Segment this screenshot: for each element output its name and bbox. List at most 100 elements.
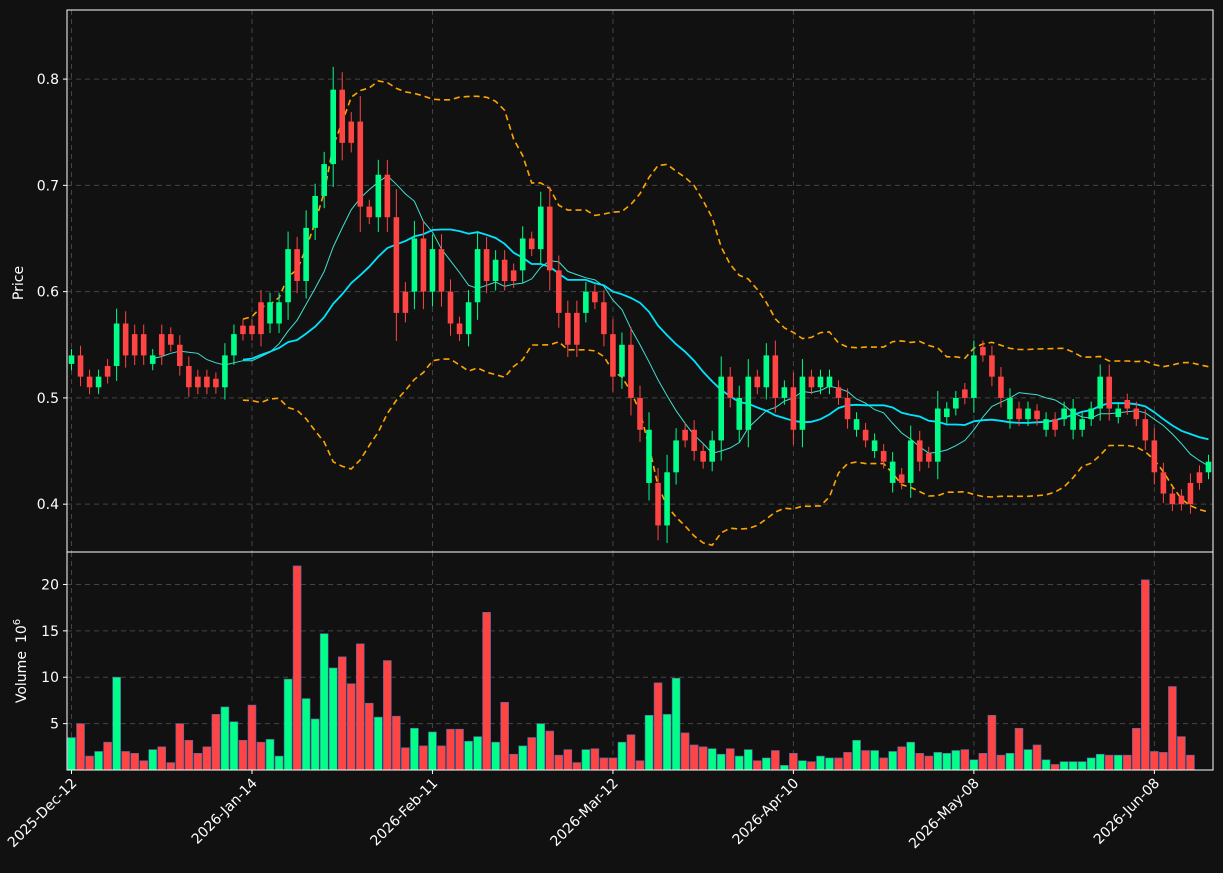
bollinger-upper-band	[242, 80, 1209, 368]
candle	[1025, 401, 1031, 427]
volume-bar	[978, 753, 988, 771]
candle	[77, 345, 84, 387]
candle-body	[673, 440, 679, 473]
candle	[610, 319, 616, 392]
volume-bar	[563, 749, 573, 771]
volume-bar	[112, 676, 121, 771]
candle-body	[140, 334, 147, 356]
volume-bar	[283, 678, 293, 771]
volume-axis-unit: 10	[14, 625, 30, 643]
candle-body	[465, 302, 472, 335]
candle	[474, 231, 481, 320]
candle	[592, 284, 598, 310]
volume-bar	[355, 643, 365, 771]
volume-bars	[67, 565, 1195, 771]
candle-body	[149, 355, 156, 364]
candle	[736, 385, 743, 443]
volume-bar	[464, 740, 473, 771]
candle	[492, 250, 499, 291]
candle-body	[1061, 408, 1067, 420]
candle-body	[1070, 408, 1076, 430]
candle-body	[953, 397, 959, 409]
candle-body	[186, 366, 192, 388]
volume-bar	[292, 565, 302, 771]
candle	[898, 468, 905, 490]
volume-bar	[1150, 751, 1159, 771]
candle	[745, 359, 752, 448]
candle	[186, 356, 192, 397]
candle	[294, 236, 300, 294]
volume-bar	[635, 760, 645, 771]
volume-bar	[392, 715, 401, 771]
candle-body	[655, 482, 661, 526]
volume-bar	[689, 744, 699, 771]
candle-body	[754, 376, 761, 388]
volume-bar	[1123, 754, 1132, 771]
volume-axis-label-text: Volume	[14, 651, 30, 703]
candle-body	[195, 376, 201, 388]
volume-bar	[410, 727, 419, 771]
candle-body	[167, 334, 174, 345]
candle	[998, 367, 1004, 408]
candle-body	[537, 206, 544, 250]
volume-bar	[653, 682, 663, 771]
volume-bar	[762, 757, 771, 771]
volume-bar	[599, 757, 609, 771]
volume-tick-label: 20	[41, 577, 59, 593]
candle-body	[104, 366, 111, 377]
candle-body	[871, 440, 878, 452]
candle	[1016, 401, 1022, 427]
volume-bar	[617, 741, 627, 771]
candle	[709, 430, 715, 472]
candle	[321, 151, 327, 209]
candle-body	[727, 376, 734, 398]
volume-bar	[175, 723, 185, 771]
volume-bar	[419, 745, 428, 771]
volume-bar	[825, 757, 834, 771]
candle-body	[276, 302, 282, 324]
candle-body	[980, 346, 986, 356]
volume-bar	[816, 755, 825, 771]
candle-body	[357, 121, 364, 207]
candle	[1115, 402, 1122, 424]
candle	[619, 332, 625, 389]
candle-body	[880, 451, 887, 462]
candle-body	[664, 472, 670, 526]
candle	[1133, 401, 1140, 427]
candle	[267, 292, 273, 334]
volume-bar	[906, 741, 915, 771]
volume-bar	[401, 747, 410, 771]
volume-bar	[274, 755, 284, 771]
price-tick-label: 0.4	[37, 497, 59, 513]
candle	[249, 319, 255, 341]
candle	[68, 349, 75, 371]
candle	[122, 311, 129, 368]
candle-body	[339, 89, 346, 143]
price-axis-label: Price	[11, 266, 27, 300]
volume-bar	[509, 753, 518, 771]
candle	[104, 359, 111, 384]
volume-bar	[1177, 736, 1186, 771]
candle	[312, 183, 318, 241]
candle-body	[231, 334, 237, 356]
price-grid	[67, 10, 1213, 552]
candle-body	[1151, 440, 1158, 473]
volume-bar	[500, 701, 509, 771]
candle	[673, 428, 679, 485]
candle	[565, 300, 571, 357]
volume-bar	[734, 755, 744, 771]
candle-body	[68, 355, 75, 364]
volume-bar	[482, 611, 491, 771]
volume-bar	[608, 757, 618, 771]
candle	[222, 343, 228, 400]
candle-body	[312, 195, 318, 228]
candle	[646, 412, 652, 501]
volume-bar	[193, 753, 203, 771]
candle	[889, 452, 896, 493]
candle	[953, 390, 959, 416]
candle	[339, 72, 346, 161]
candle	[276, 292, 282, 334]
volume-bar	[554, 754, 564, 771]
volume-bar	[915, 753, 925, 771]
candle-body	[249, 325, 255, 335]
